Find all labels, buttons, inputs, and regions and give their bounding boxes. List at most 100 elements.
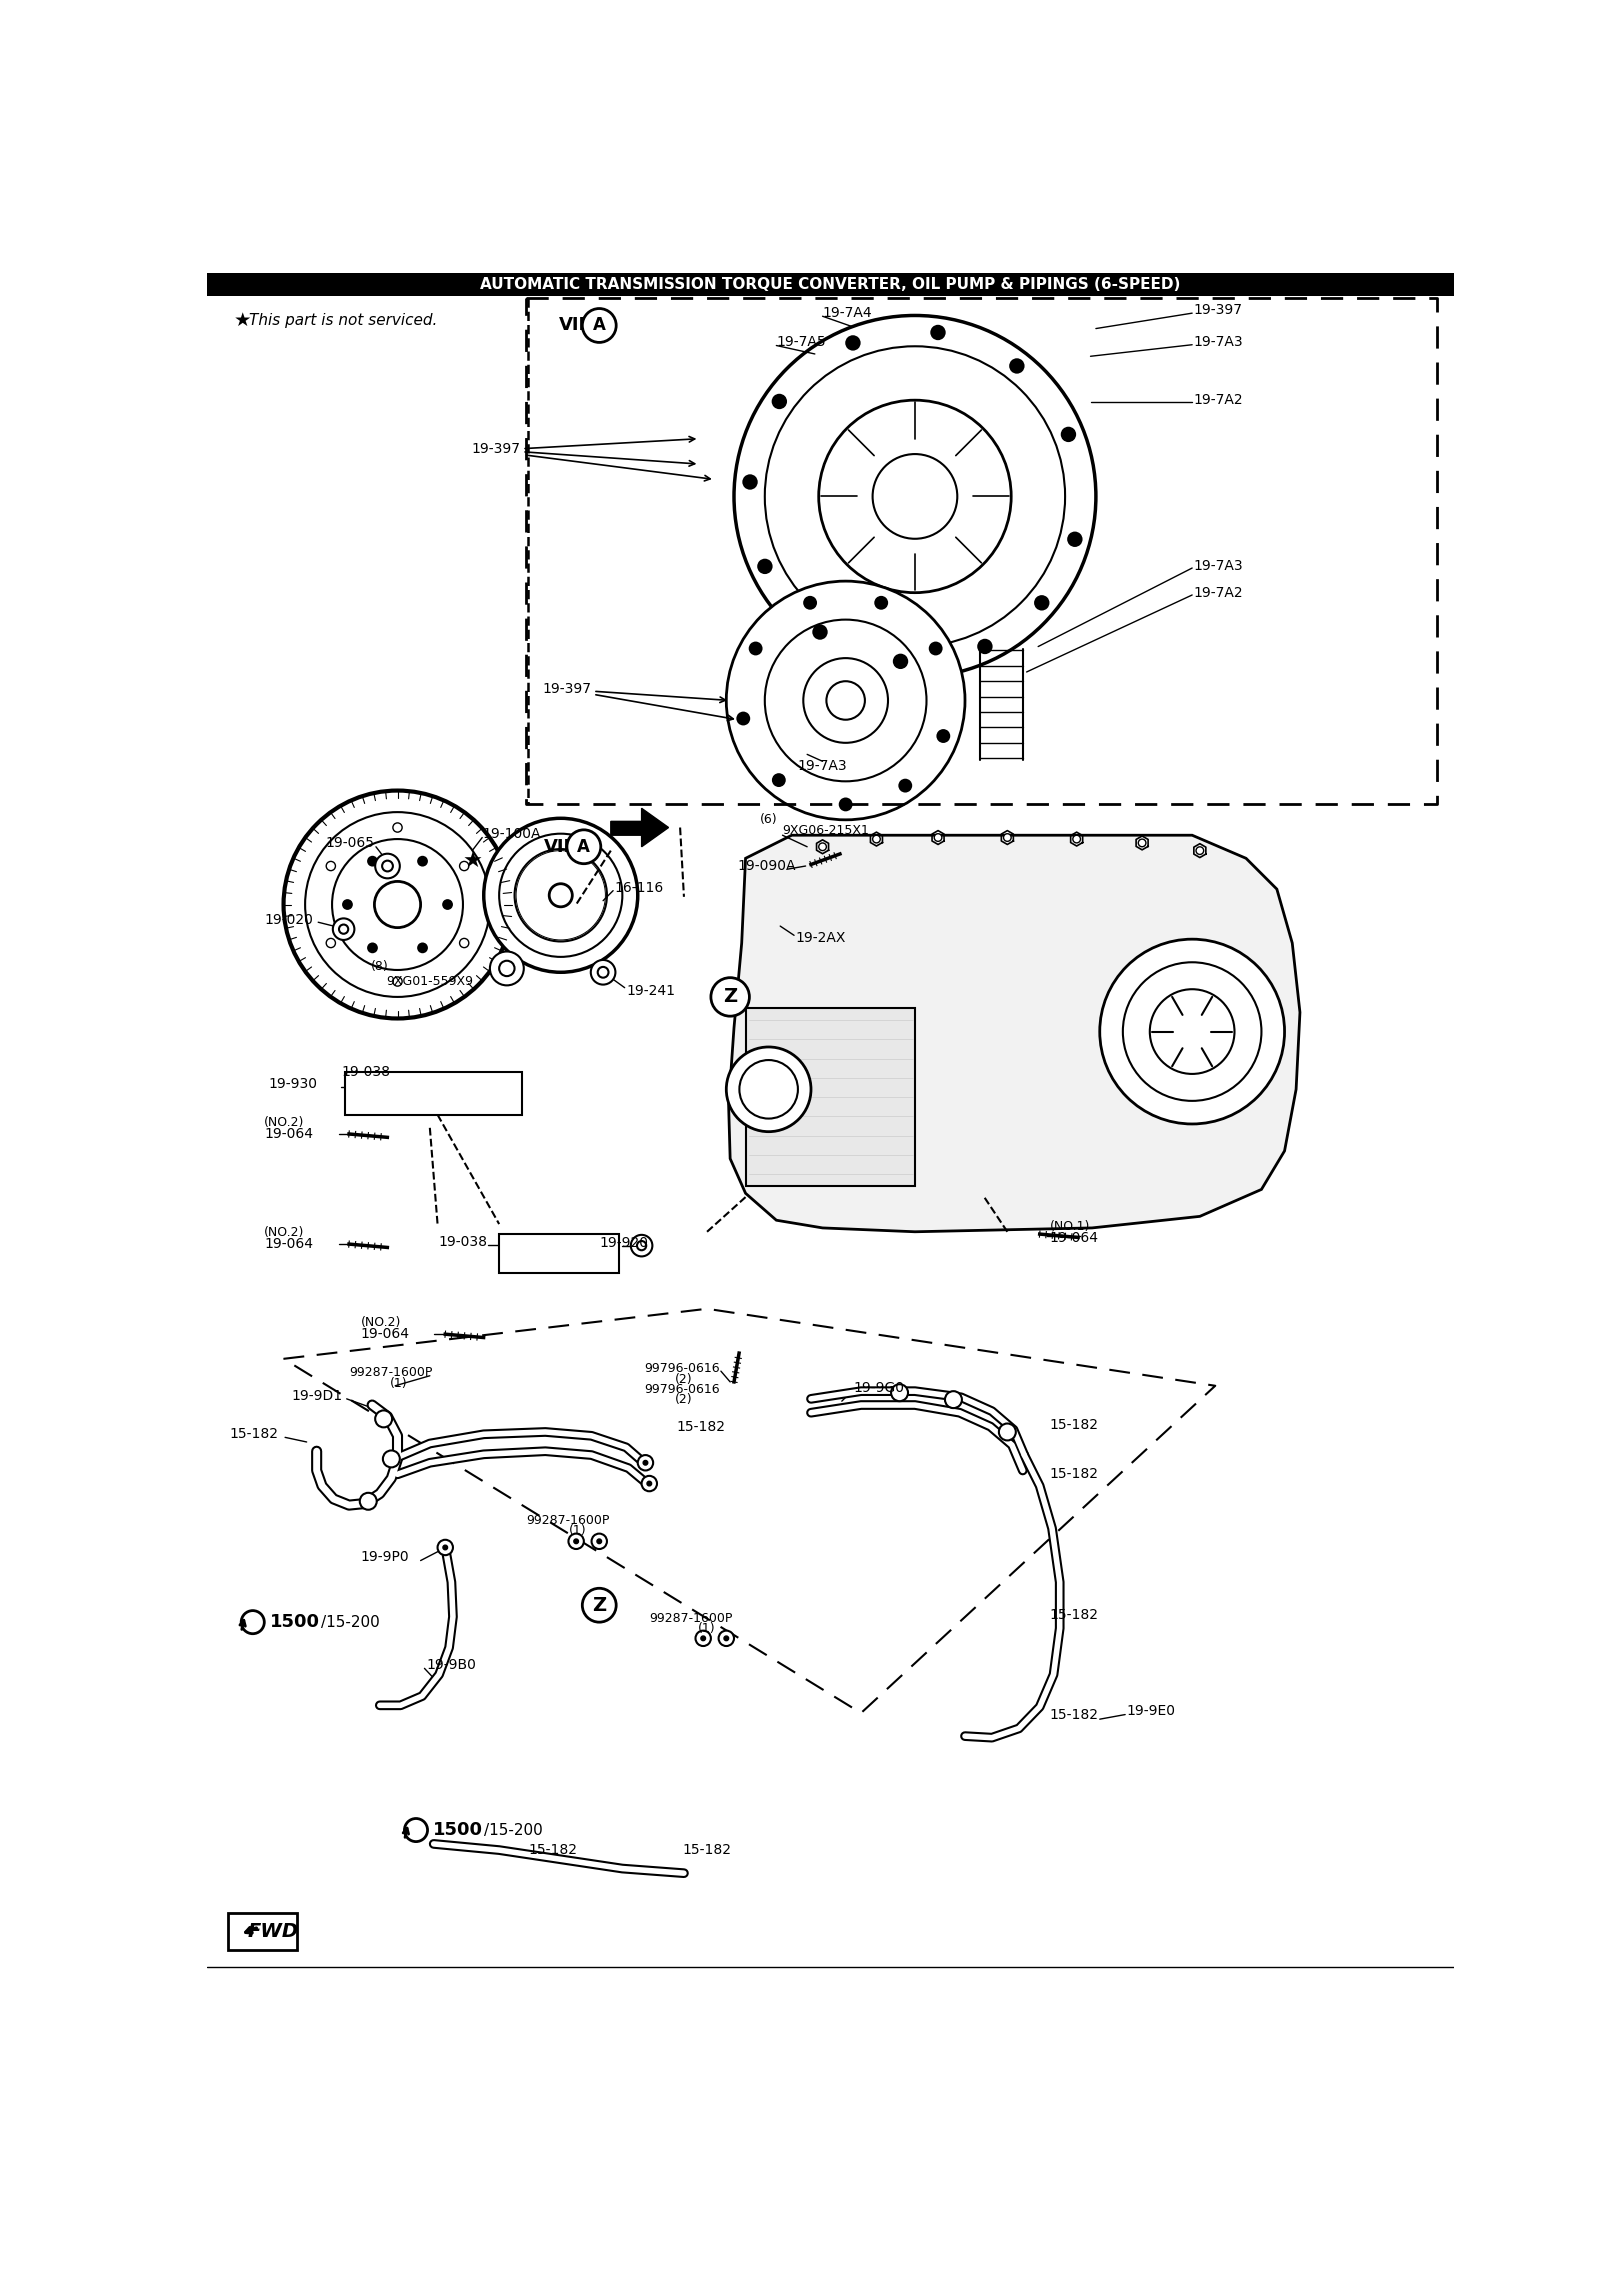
Circle shape bbox=[332, 920, 355, 940]
Circle shape bbox=[771, 774, 786, 787]
Circle shape bbox=[846, 335, 860, 351]
Text: 99287-1600P: 99287-1600P bbox=[526, 1514, 609, 1527]
Text: (1): (1) bbox=[390, 1377, 408, 1391]
Circle shape bbox=[1072, 835, 1081, 842]
Text: 9XG01-559X9: 9XG01-559X9 bbox=[386, 974, 473, 988]
Text: 19-920: 19-920 bbox=[599, 1236, 648, 1250]
Text: 19-7A3: 19-7A3 bbox=[1194, 335, 1243, 351]
Circle shape bbox=[374, 881, 421, 929]
Circle shape bbox=[818, 401, 1011, 592]
Text: 19-241: 19-241 bbox=[627, 983, 676, 997]
Circle shape bbox=[695, 1630, 711, 1646]
Circle shape bbox=[839, 797, 852, 810]
Circle shape bbox=[646, 1482, 651, 1486]
Circle shape bbox=[1009, 357, 1024, 373]
Text: 99287-1600P: 99287-1600P bbox=[650, 1611, 732, 1625]
Circle shape bbox=[460, 860, 468, 872]
Circle shape bbox=[528, 863, 593, 929]
Circle shape bbox=[1003, 833, 1011, 842]
Text: 19-7A3: 19-7A3 bbox=[797, 758, 847, 774]
Bar bbox=[207, 273, 1455, 296]
Circle shape bbox=[1139, 840, 1145, 847]
Circle shape bbox=[517, 851, 606, 940]
Circle shape bbox=[582, 1589, 616, 1623]
Circle shape bbox=[742, 473, 758, 489]
Circle shape bbox=[394, 824, 402, 833]
Text: 19-9E0: 19-9E0 bbox=[1126, 1705, 1176, 1718]
Circle shape bbox=[936, 728, 951, 742]
Circle shape bbox=[437, 1541, 454, 1555]
Text: 19-2AX: 19-2AX bbox=[795, 931, 846, 945]
Text: 19-064: 19-064 bbox=[264, 1127, 313, 1140]
Text: A: A bbox=[593, 316, 606, 335]
Circle shape bbox=[893, 653, 909, 669]
Polygon shape bbox=[611, 808, 669, 847]
Text: (1): (1) bbox=[698, 1623, 716, 1634]
Circle shape bbox=[928, 642, 943, 655]
Text: ★: ★ bbox=[462, 851, 483, 872]
Text: 15-182: 15-182 bbox=[1050, 1468, 1098, 1482]
Circle shape bbox=[515, 849, 608, 942]
Circle shape bbox=[573, 1539, 578, 1543]
Text: (6): (6) bbox=[760, 813, 778, 826]
Circle shape bbox=[891, 1384, 909, 1402]
Text: 19-065: 19-065 bbox=[326, 835, 374, 849]
Text: 19-9G0: 19-9G0 bbox=[854, 1382, 904, 1395]
Circle shape bbox=[977, 640, 993, 653]
Circle shape bbox=[339, 924, 348, 933]
Text: VIEW: VIEW bbox=[544, 838, 596, 856]
Circle shape bbox=[873, 835, 880, 842]
Text: 19-397: 19-397 bbox=[471, 442, 520, 455]
Text: (NO.1): (NO.1) bbox=[1050, 1220, 1090, 1234]
Text: (8): (8) bbox=[371, 960, 389, 972]
Circle shape bbox=[596, 1539, 601, 1543]
Text: 19-100A: 19-100A bbox=[483, 826, 541, 840]
Text: 16-116: 16-116 bbox=[614, 881, 664, 894]
Circle shape bbox=[569, 1534, 583, 1550]
Circle shape bbox=[499, 833, 622, 956]
Circle shape bbox=[342, 899, 353, 910]
Circle shape bbox=[549, 883, 572, 906]
Circle shape bbox=[765, 619, 927, 781]
Circle shape bbox=[630, 1236, 653, 1256]
Circle shape bbox=[1000, 1422, 1016, 1441]
Circle shape bbox=[368, 942, 377, 954]
Text: AUTOMATIC TRANSMISSION TORQUE CONVERTER, OIL PUMP & PIPINGS (6-SPEED): AUTOMATIC TRANSMISSION TORQUE CONVERTER,… bbox=[480, 278, 1181, 291]
Circle shape bbox=[875, 596, 888, 610]
Text: A: A bbox=[577, 838, 590, 856]
Text: This part is not serviced.: This part is not serviced. bbox=[249, 314, 437, 328]
Text: 15-182: 15-182 bbox=[230, 1427, 279, 1441]
Polygon shape bbox=[729, 835, 1299, 1231]
Circle shape bbox=[724, 1636, 729, 1641]
Text: 15-182: 15-182 bbox=[528, 1844, 578, 1857]
Circle shape bbox=[642, 1475, 658, 1491]
Circle shape bbox=[734, 316, 1095, 678]
Circle shape bbox=[518, 854, 603, 938]
Text: 19-038: 19-038 bbox=[439, 1236, 488, 1250]
Circle shape bbox=[638, 1454, 653, 1470]
Circle shape bbox=[944, 1391, 962, 1409]
Text: ★: ★ bbox=[233, 312, 251, 330]
Circle shape bbox=[326, 938, 335, 947]
Circle shape bbox=[489, 951, 523, 986]
Circle shape bbox=[1061, 426, 1076, 442]
Circle shape bbox=[376, 1411, 392, 1427]
Circle shape bbox=[416, 942, 428, 954]
Circle shape bbox=[701, 1636, 706, 1641]
Circle shape bbox=[284, 790, 512, 1017]
Text: 19-7A4: 19-7A4 bbox=[823, 307, 872, 321]
Text: 19-397: 19-397 bbox=[1194, 303, 1243, 316]
Circle shape bbox=[522, 856, 599, 933]
Text: 19-064: 19-064 bbox=[1050, 1231, 1098, 1245]
Circle shape bbox=[460, 938, 468, 947]
Text: FWD: FWD bbox=[248, 1923, 298, 1941]
Text: 1500: 1500 bbox=[269, 1614, 319, 1632]
Text: 19-090A: 19-090A bbox=[737, 858, 797, 874]
Circle shape bbox=[804, 596, 816, 610]
Text: /15-200: /15-200 bbox=[321, 1614, 379, 1630]
Circle shape bbox=[598, 967, 609, 979]
Bar bbox=[499, 1234, 619, 1272]
Circle shape bbox=[591, 1534, 608, 1550]
Text: 19-930: 19-930 bbox=[269, 1077, 318, 1090]
Text: 19-064: 19-064 bbox=[264, 1238, 313, 1252]
